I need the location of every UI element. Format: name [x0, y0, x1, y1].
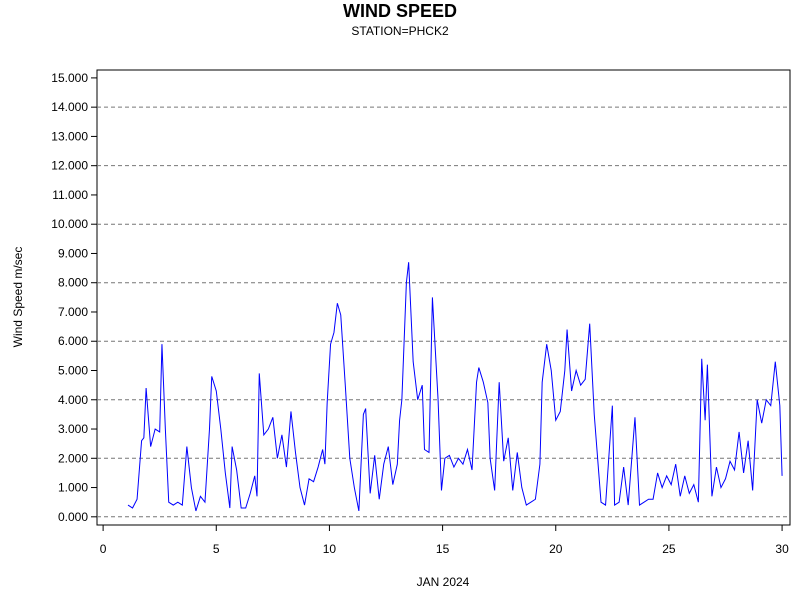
- plot-frame: [96, 69, 791, 526]
- y-tick-label: 3.000: [58, 422, 88, 436]
- y-tick-label: 10.000: [51, 217, 88, 231]
- x-tick-label: 10: [323, 542, 337, 556]
- y-axis-label: Wind Speed m/sec: [11, 247, 25, 348]
- x-tick-label: 30: [775, 542, 789, 556]
- x-tick-label: 0: [100, 542, 107, 556]
- x-tick-label: 25: [662, 542, 676, 556]
- x-tick-label: 20: [549, 542, 563, 556]
- x-tick-label: 15: [436, 542, 450, 556]
- y-tick-label: 13.000: [51, 129, 88, 143]
- y-tick-label: 14.000: [51, 100, 88, 114]
- y-tick-label: 12.000: [51, 159, 88, 173]
- y-tick-label: 9.000: [58, 246, 88, 260]
- y-tick-label: 15.000: [51, 71, 88, 85]
- chart-title: WIND SPEED: [343, 1, 457, 21]
- data-line: [127, 262, 783, 512]
- y-tick-label: 8.000: [58, 276, 88, 290]
- y-tick-label: 11.000: [52, 188, 88, 202]
- x-axis-label: JAN 2024: [417, 575, 470, 589]
- y-tick-label: 7.000: [58, 305, 88, 319]
- y-tick-label: 1.000: [58, 481, 88, 495]
- chart-subtitle: STATION=PHCK2: [351, 24, 449, 38]
- x-tick-label: 5: [213, 542, 220, 556]
- y-tick-label: 2.000: [58, 451, 88, 465]
- y-tick-label: 6.000: [58, 334, 88, 348]
- y-tick-label: 0.000: [58, 510, 88, 524]
- y-tick-label: 4.000: [58, 393, 88, 407]
- y-tick-label: 5.000: [58, 364, 88, 378]
